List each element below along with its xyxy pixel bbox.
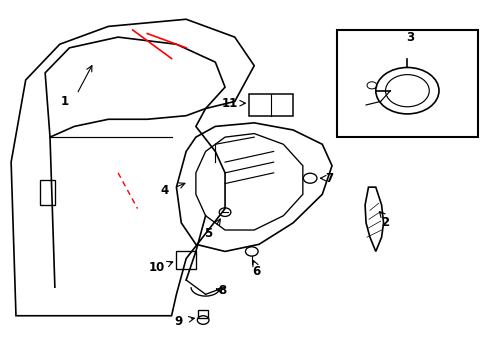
Text: 6: 6 (252, 265, 260, 278)
Text: 7: 7 (325, 172, 333, 185)
Text: 2: 2 (381, 216, 389, 229)
Text: 10: 10 (148, 261, 165, 274)
Text: 4: 4 (160, 184, 168, 197)
Text: 3: 3 (405, 31, 413, 44)
Text: 11: 11 (222, 97, 238, 110)
Text: 8: 8 (218, 284, 226, 297)
Bar (336, 30, 477, 137)
Text: 1: 1 (61, 95, 68, 108)
Text: 5: 5 (203, 227, 212, 240)
Text: 9: 9 (174, 315, 183, 328)
